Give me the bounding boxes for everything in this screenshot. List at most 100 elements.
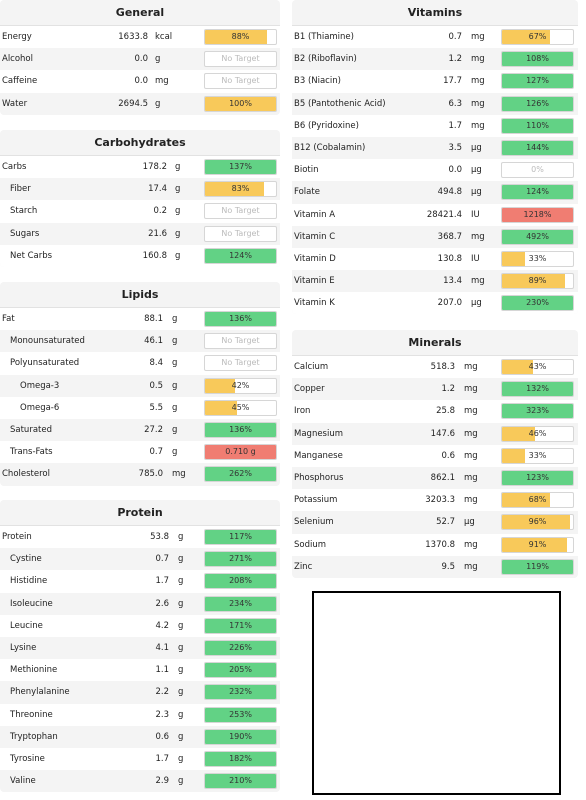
nutrient-row-potassium[interactable]: Potassium 3203.3 mg 68% bbox=[292, 489, 578, 512]
progress-percent-label: No Target bbox=[221, 336, 260, 346]
nutrient-name: B1 (Thiamine) bbox=[294, 32, 354, 43]
nutrient-row-vitamin-a[interactable]: Vitamin A 28421.4 IU 1218% bbox=[292, 203, 578, 226]
nutrient-unit: g bbox=[178, 532, 184, 543]
nutrient-row-calcium[interactable]: Calcium 518.3 mg 43% bbox=[292, 356, 578, 379]
nutrient-unit: mg bbox=[155, 76, 169, 87]
nutrient-row-b2-riboflavin[interactable]: B2 (Riboflavin) 1.2 mg 108% bbox=[292, 48, 578, 70]
nutrient-row-tryptophan[interactable]: Tryptophan 0.6 g 190% bbox=[0, 726, 280, 748]
nutrient-row-sugars[interactable]: Sugars 21.6 g No Target bbox=[0, 223, 280, 245]
nutrient-row-tyrosine[interactable]: Tyrosine 1.7 g 182% bbox=[0, 747, 280, 771]
nutrient-unit: g bbox=[172, 358, 178, 369]
nutrient-amount: 53.8 bbox=[150, 532, 169, 543]
target-progress-bar: 205% bbox=[204, 662, 277, 679]
panel-title: Lipids bbox=[0, 282, 280, 308]
progress-percent-label: No Target bbox=[221, 54, 260, 64]
nutrient-row-omega-6[interactable]: Omega-6 5.5 g 45% bbox=[0, 396, 280, 419]
nutrient-unit: g bbox=[172, 425, 178, 436]
nutrient-row-protein[interactable]: Protein 53.8 g 117% bbox=[0, 526, 280, 549]
nutrient-row-vitamin-d[interactable]: Vitamin D 130.8 IU 33% bbox=[292, 247, 578, 271]
nutrient-name: Trans-Fats bbox=[10, 447, 53, 458]
progress-percent-label: 91% bbox=[528, 539, 547, 549]
nutrient-row-cystine[interactable]: Cystine 0.7 g 271% bbox=[0, 548, 280, 570]
nutrient-row-carbs[interactable]: Carbs 178.2 g 137% bbox=[0, 156, 280, 179]
nutrient-row-trans-fats[interactable]: Trans-Fats 0.7 g 0.710 g bbox=[0, 441, 280, 464]
nutrient-row-copper[interactable]: Copper 1.2 mg 132% bbox=[292, 378, 578, 400]
progress-fill bbox=[205, 182, 264, 197]
nutrient-unit: mg bbox=[464, 561, 478, 572]
progress-fill bbox=[502, 74, 573, 89]
nutrient-row-fiber[interactable]: Fiber 17.4 g 83% bbox=[0, 178, 280, 200]
nutrient-amount: 3.5 bbox=[448, 143, 462, 154]
nutrient-row-vitamin-c[interactable]: Vitamin C 368.7 mg 492% bbox=[292, 226, 578, 248]
nutrient-row-phenylalanine[interactable]: Phenylalanine 2.2 g 232% bbox=[0, 681, 280, 703]
nutrient-name: Phosphorus bbox=[294, 473, 344, 484]
nutrient-row-polyunsaturated[interactable]: Polyunsaturated 8.4 g No Target bbox=[0, 352, 280, 375]
nutrient-row-caffeine[interactable]: Caffeine 0.0 mg No Target bbox=[0, 70, 280, 93]
nutrient-row-net-carbs[interactable]: Net Carbs 160.8 g 124% bbox=[0, 244, 280, 267]
nutrient-amount: 52.7 bbox=[436, 517, 455, 528]
nutrient-row-lysine[interactable]: Lysine 4.1 g 226% bbox=[0, 637, 280, 659]
progress-fill bbox=[205, 641, 276, 656]
progress-percent-label: 46% bbox=[528, 428, 547, 438]
nutrient-row-saturated[interactable]: Saturated 27.2 g 136% bbox=[0, 419, 280, 441]
progress-percent-label: 124% bbox=[526, 187, 549, 197]
nutrient-row-isoleucine[interactable]: Isoleucine 2.6 g 234% bbox=[0, 593, 280, 615]
nutrient-unit: µg bbox=[471, 298, 482, 309]
nutrient-row-b3-niacin[interactable]: B3 (Niacin) 17.7 mg 127% bbox=[292, 70, 578, 93]
nutrient-row-zinc[interactable]: Zinc 9.5 mg 119% bbox=[292, 556, 578, 578]
nutrient-unit: g bbox=[178, 598, 184, 609]
nutrient-unit: mg bbox=[471, 276, 485, 287]
nutrient-unit: g bbox=[172, 314, 178, 325]
nutrient-row-water[interactable]: Water 2694.5 g 100% bbox=[0, 93, 280, 115]
nutrient-row-b1-thiamine[interactable]: B1 (Thiamine) 0.7 mg 67% bbox=[292, 26, 578, 49]
progress-fill bbox=[502, 404, 573, 419]
nutrient-row-fat[interactable]: Fat 88.1 g 136% bbox=[0, 308, 280, 331]
nutrient-unit: g bbox=[172, 380, 178, 391]
progress-fill bbox=[205, 663, 276, 678]
nutrient-amount: 160.8 bbox=[142, 250, 167, 261]
nutrient-unit: g bbox=[178, 620, 184, 631]
nutrient-unit: g bbox=[155, 98, 161, 109]
nutrient-amount: 0.7 bbox=[448, 32, 462, 43]
nutrient-row-valine[interactable]: Valine 2.9 g 210% bbox=[0, 770, 280, 792]
nutrient-row-selenium[interactable]: Selenium 52.7 µg 96% bbox=[292, 511, 578, 533]
nutrient-name: Omega-6 bbox=[20, 402, 60, 413]
nutrient-unit: g bbox=[178, 709, 184, 720]
nutrient-row-vitamin-k[interactable]: Vitamin K 207.0 µg 230% bbox=[292, 292, 578, 315]
progress-percent-label: 234% bbox=[229, 598, 252, 608]
nutrient-row-folate[interactable]: Folate 494.8 µg 124% bbox=[292, 181, 578, 203]
nutrient-amount: 2.2 bbox=[155, 687, 169, 698]
nutrient-name: Threonine bbox=[10, 709, 53, 720]
nutrient-row-sodium[interactable]: Sodium 1370.8 mg 91% bbox=[292, 533, 578, 556]
nutrient-row-energy[interactable]: Energy 1633.8 kcal 88% bbox=[0, 26, 280, 49]
nutrient-row-leucine[interactable]: Leucine 4.2 g 171% bbox=[0, 614, 280, 637]
nutrient-row-biotin[interactable]: Biotin 0.0 µg 0% bbox=[292, 159, 578, 182]
nutrient-row-threonine[interactable]: Threonine 2.3 g 253% bbox=[0, 703, 280, 726]
nutrient-row-cholesterol[interactable]: Cholesterol 785.0 mg 262% bbox=[0, 463, 280, 485]
nutrient-name: Carbs bbox=[2, 162, 27, 173]
nutrient-amount: 4.2 bbox=[155, 620, 169, 631]
nutrient-unit: g bbox=[175, 228, 181, 239]
progress-fill bbox=[205, 729, 276, 744]
progress-percent-label: 232% bbox=[229, 687, 252, 697]
nutrient-row-omega-3[interactable]: Omega-3 0.5 g 42% bbox=[0, 375, 280, 397]
nutrient-row-vitamin-e[interactable]: Vitamin E 13.4 mg 89% bbox=[292, 270, 578, 292]
nutrient-name: Tyrosine bbox=[10, 753, 45, 764]
nutrient-row-b6-pyridoxine[interactable]: B6 (Pyridoxine) 1.7 mg 110% bbox=[292, 114, 578, 137]
nutrient-row-phosphorus[interactable]: Phosphorus 862.1 mg 123% bbox=[292, 467, 578, 489]
nutrient-row-alcohol[interactable]: Alcohol 0.0 g No Target bbox=[0, 48, 280, 70]
nutrient-row-starch[interactable]: Starch 0.2 g No Target bbox=[0, 200, 280, 223]
nutrient-amount: 147.6 bbox=[430, 428, 455, 439]
nutrient-row-iron[interactable]: Iron 25.8 mg 323% bbox=[292, 400, 578, 423]
nutrient-row-b5-pantothenic-acid[interactable]: B5 (Pantothenic Acid) 6.3 mg 126% bbox=[292, 93, 578, 115]
nutrient-row-methionine[interactable]: Methionine 1.1 g 205% bbox=[0, 659, 280, 682]
nutrient-name: Magnesium bbox=[294, 428, 344, 439]
nutrient-row-monounsaturated[interactable]: Monounsaturated 46.1 g No Target bbox=[0, 330, 280, 352]
nutrient-unit: g bbox=[172, 336, 178, 347]
nutrient-row-b12-cobalamin[interactable]: B12 (Cobalamin) 3.5 µg 144% bbox=[292, 137, 578, 159]
progress-percent-label: 117% bbox=[229, 532, 252, 542]
nutrient-row-histidine[interactable]: Histidine 1.7 g 208% bbox=[0, 570, 280, 593]
target-progress-bar: 1218% bbox=[501, 206, 574, 223]
nutrient-row-manganese[interactable]: Manganese 0.6 mg 33% bbox=[292, 444, 578, 467]
nutrient-row-magnesium[interactable]: Magnesium 147.6 mg 46% bbox=[292, 423, 578, 445]
